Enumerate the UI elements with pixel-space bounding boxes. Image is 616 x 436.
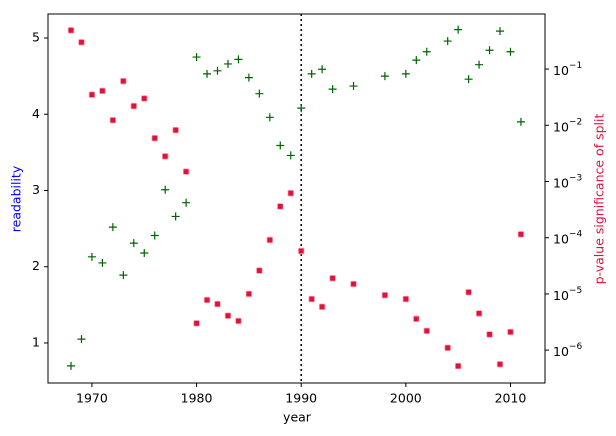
point	[485, 46, 494, 55]
point	[486, 331, 493, 338]
point	[443, 37, 452, 46]
y-tick-label: 5	[32, 30, 40, 45]
point	[496, 27, 505, 36]
point	[380, 72, 389, 81]
point	[287, 189, 294, 197]
point	[256, 267, 263, 274]
point	[349, 82, 358, 91]
point	[255, 89, 264, 98]
point	[350, 280, 357, 288]
y2-tick-label: 10−3	[553, 173, 582, 190]
point	[214, 300, 221, 308]
y2-tick-label: 10−4	[553, 229, 582, 246]
point	[108, 223, 117, 232]
point	[507, 328, 514, 336]
point	[245, 290, 253, 298]
point	[413, 315, 420, 323]
point	[119, 271, 128, 280]
point	[88, 91, 96, 98]
point	[78, 39, 85, 46]
point	[234, 55, 243, 64]
point	[99, 87, 106, 95]
point	[67, 361, 76, 370]
point	[172, 126, 179, 134]
x-tick-label: 1980	[181, 391, 213, 406]
point	[454, 362, 462, 370]
point	[496, 361, 504, 368]
point	[182, 168, 190, 175]
point	[223, 59, 232, 68]
y2-tick-label: 10−1	[553, 61, 582, 78]
y-tick-label: 1	[32, 334, 40, 349]
point	[192, 53, 201, 62]
x-tick-label: 1990	[285, 391, 317, 406]
point	[276, 141, 285, 150]
x-tick-label: 2000	[390, 391, 422, 406]
point	[129, 239, 138, 248]
y-tick-label: 2	[32, 258, 40, 273]
y2-tick-label: 10−6	[553, 342, 582, 359]
point	[318, 303, 326, 310]
point	[213, 66, 222, 75]
point	[277, 203, 284, 210]
point	[77, 335, 86, 344]
point	[161, 185, 170, 194]
y2-tick-label: 10−5	[553, 285, 582, 302]
point	[67, 27, 75, 34]
x-axis-label: year	[283, 410, 312, 425]
point	[412, 56, 421, 65]
point	[265, 113, 274, 122]
plot-frame	[47, 13, 546, 384]
y-axis-label: readability	[9, 165, 24, 232]
point	[308, 295, 315, 303]
point	[475, 310, 483, 317]
point	[454, 25, 463, 34]
point	[140, 249, 149, 258]
point	[297, 104, 306, 113]
point	[109, 117, 117, 124]
point	[516, 117, 525, 126]
point	[87, 252, 96, 261]
point	[464, 75, 473, 84]
point	[423, 327, 430, 335]
point	[475, 60, 484, 69]
point	[318, 65, 327, 74]
point	[171, 212, 180, 221]
point	[329, 275, 336, 282]
point	[141, 95, 148, 102]
point	[150, 231, 159, 240]
point	[307, 69, 316, 78]
point	[465, 289, 472, 296]
point	[328, 85, 337, 94]
point	[182, 198, 191, 207]
point	[298, 247, 305, 255]
y-tick-label: 4	[32, 106, 40, 121]
point	[235, 317, 242, 325]
point	[161, 153, 169, 160]
point	[401, 69, 410, 78]
y2-tick-label: 10−2	[553, 117, 582, 134]
point	[193, 320, 200, 327]
point	[381, 291, 389, 299]
point	[266, 236, 274, 244]
point	[422, 47, 431, 56]
point	[98, 258, 107, 267]
point	[506, 47, 515, 56]
point	[130, 102, 137, 110]
point	[286, 151, 295, 160]
x-tick-label: 1970	[76, 391, 108, 406]
y-tick-label: 3	[32, 182, 40, 197]
point	[444, 344, 451, 351]
point	[203, 69, 212, 78]
point	[203, 296, 211, 304]
point	[151, 134, 158, 142]
point	[517, 231, 525, 238]
point	[120, 77, 127, 85]
x-tick-label: 2010	[495, 391, 527, 406]
point	[224, 312, 232, 319]
point	[244, 73, 253, 82]
point	[402, 295, 410, 303]
y2-axis-label: p-value significance of split	[592, 114, 607, 285]
